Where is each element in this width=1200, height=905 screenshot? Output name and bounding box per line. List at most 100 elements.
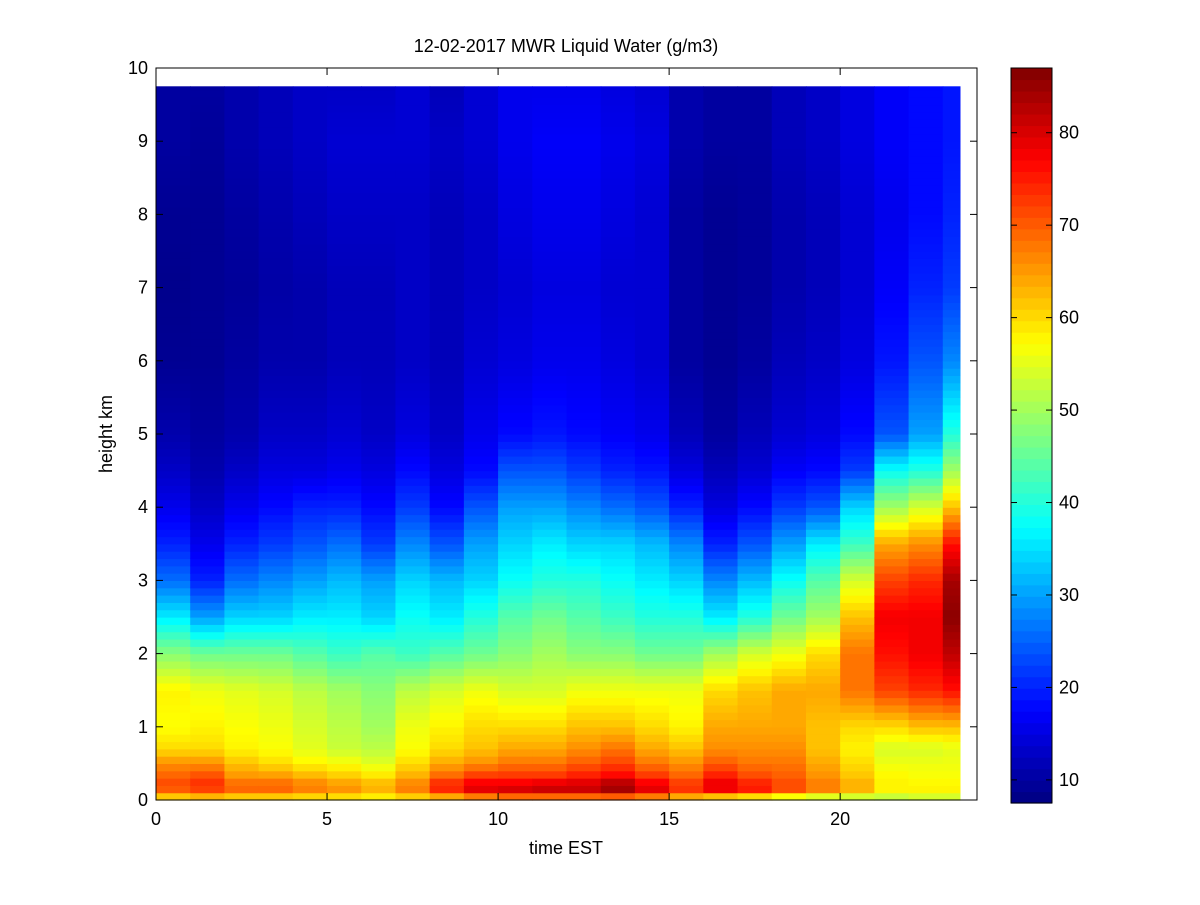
heatmap-cell <box>874 770 910 779</box>
heatmap-cell <box>874 126 910 135</box>
heatmap-cell <box>840 199 875 208</box>
heatmap-cell <box>361 309 397 318</box>
heatmap-cell <box>942 463 961 472</box>
heatmap-cell <box>771 690 807 699</box>
heatmap-cell <box>942 587 961 596</box>
heatmap-cell <box>566 595 602 603</box>
heatmap-cell <box>498 251 533 259</box>
heatmap-cell <box>429 507 465 516</box>
heatmap-cell <box>327 734 362 743</box>
heatmap-cell <box>395 265 431 274</box>
heatmap-cell <box>463 770 499 779</box>
heatmap-cell <box>156 558 191 567</box>
heatmap-cell <box>840 463 875 472</box>
heatmap-cell <box>190 785 226 794</box>
heatmap-cell <box>429 470 465 479</box>
heatmap-cell <box>942 346 961 355</box>
heatmap-cell <box>292 155 328 164</box>
heatmap-cell <box>942 133 961 142</box>
heatmap-cell <box>771 111 807 120</box>
heatmap-cell <box>190 668 226 677</box>
heatmap-cell <box>737 280 773 289</box>
heatmap-cell <box>190 353 226 362</box>
heatmap-cell <box>737 785 773 794</box>
heatmap-cell <box>258 265 294 274</box>
heatmap-cell <box>737 631 773 640</box>
heatmap-cell <box>874 514 910 523</box>
heatmap-cell <box>361 617 397 625</box>
colorbar-segment <box>1011 90 1052 104</box>
heatmap-cell <box>771 587 807 596</box>
heatmap-cell <box>190 236 226 245</box>
heatmap-cell <box>327 529 362 538</box>
heatmap-cell <box>532 441 568 450</box>
heatmap-cell <box>600 390 636 398</box>
heatmap-cell <box>498 565 533 574</box>
heatmap-cell <box>908 587 944 596</box>
heatmap-cell <box>498 170 533 179</box>
heatmap-cell <box>292 126 328 135</box>
heatmap-cell <box>703 587 739 596</box>
heatmap-cell <box>840 309 875 318</box>
heatmap-cell <box>942 580 961 589</box>
heatmap-cell <box>805 441 841 450</box>
heatmap-cell <box>327 587 362 596</box>
heatmap-cell <box>224 331 260 340</box>
heatmap-cell <box>840 653 875 662</box>
heatmap-cell <box>737 221 773 230</box>
heatmap-cell <box>737 617 773 625</box>
heatmap-cell <box>566 778 602 786</box>
heatmap-cell <box>908 682 944 691</box>
heatmap-cell <box>190 609 226 618</box>
heatmap-cell <box>669 89 704 98</box>
heatmap-cell <box>463 580 499 589</box>
heatmap-cell <box>600 455 636 464</box>
heatmap-cell <box>361 397 397 406</box>
heatmap-cell <box>634 221 670 230</box>
heatmap-cell <box>395 573 431 581</box>
heatmap-cell <box>532 536 568 545</box>
heatmap-cell <box>224 426 260 435</box>
heatmap-cell <box>737 646 773 655</box>
heatmap-cell <box>258 792 294 801</box>
heatmap-cell <box>292 617 328 625</box>
heatmap-cell <box>703 492 739 501</box>
heatmap-cell <box>566 638 602 647</box>
colorbar-segment <box>1011 515 1052 528</box>
heatmap-cell <box>532 426 568 435</box>
colorbar-segment <box>1011 366 1052 379</box>
heatmap-cell <box>361 360 397 369</box>
heatmap-cell <box>566 507 602 516</box>
heatmap-cell <box>942 229 961 237</box>
heatmap-cell <box>190 660 226 669</box>
x-tick-label: 10 <box>488 809 508 829</box>
heatmap-cell <box>703 756 739 764</box>
heatmap-cell <box>258 587 294 596</box>
heatmap-cell <box>463 587 499 596</box>
heatmap-cell <box>942 778 961 786</box>
heatmap-cell <box>771 631 807 640</box>
heatmap-cell <box>566 258 602 267</box>
heatmap-cell <box>190 536 226 545</box>
heatmap-cell <box>669 463 704 472</box>
heatmap-cell <box>190 734 226 743</box>
heatmap-cell <box>361 207 397 215</box>
heatmap-cell <box>395 726 431 735</box>
heatmap-cell <box>498 338 533 347</box>
heatmap-cell <box>361 119 397 128</box>
heatmap-cell <box>634 463 670 472</box>
heatmap-cell <box>703 697 739 706</box>
heatmap-cell <box>429 397 465 406</box>
heatmap-cell <box>532 375 568 384</box>
heatmap-cell <box>771 177 807 186</box>
heatmap-cell <box>224 587 260 596</box>
heatmap-cell <box>703 499 739 508</box>
heatmap-cell <box>429 624 465 633</box>
heatmap-cell <box>429 638 465 647</box>
heatmap-cell <box>771 104 807 113</box>
heatmap-cell <box>156 448 191 457</box>
heatmap-cell <box>532 573 568 581</box>
heatmap-cell <box>463 529 499 538</box>
heatmap-cell <box>634 119 670 128</box>
heatmap-cell <box>840 719 875 728</box>
